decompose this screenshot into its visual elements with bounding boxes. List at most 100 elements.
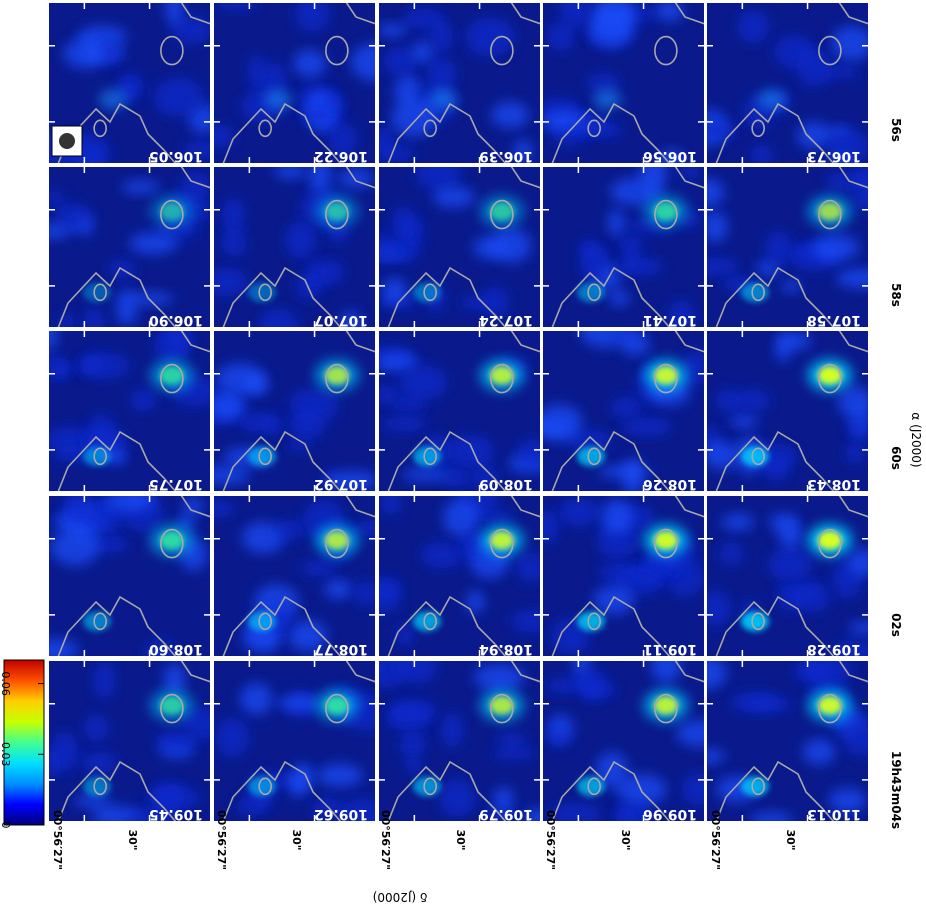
contour-overlay	[715, 330, 869, 492]
emission-patch	[715, 389, 742, 413]
x-tick-label: 19h43m04s	[889, 751, 903, 829]
emission-patch	[288, 412, 325, 440]
emission-patch	[797, 122, 832, 149]
contour-line	[510, 330, 541, 353]
contour-ring	[654, 199, 678, 230]
emission-patch	[832, 639, 869, 657]
channel-velocity-label: 109.62	[314, 806, 368, 822]
contour-ring	[818, 528, 842, 559]
colorbar: 0 0.03 0.06	[0, 659, 45, 829]
emission-patch	[183, 496, 203, 516]
contour-overlay	[222, 660, 376, 822]
x-tick-label: 60s	[889, 446, 903, 470]
emission-patch	[382, 277, 407, 305]
panel-border	[705, 165, 870, 329]
contour-ring	[423, 612, 437, 631]
contour-ring	[325, 693, 349, 724]
contour-line	[387, 266, 507, 328]
emission-patch	[411, 41, 434, 63]
emission-patch	[731, 691, 781, 713]
contour-line	[674, 330, 705, 353]
emission-patch	[213, 500, 235, 518]
emission-patch	[441, 468, 472, 487]
emission-patch	[153, 77, 204, 117]
contour-overlay	[387, 2, 541, 164]
emission-patch	[285, 221, 317, 259]
emission-patch	[474, 664, 525, 691]
channel-panel: 109.28	[705, 494, 870, 658]
tick-marks	[706, 166, 869, 328]
tick-marks	[213, 660, 376, 822]
source-core	[324, 531, 349, 550]
y-tick-label: 30"	[784, 829, 797, 850]
source-core	[653, 696, 678, 715]
contour-line	[715, 595, 835, 657]
channel-velocity-label: 109.28	[807, 641, 861, 657]
channel-panel: 108.43	[705, 329, 870, 493]
emission-patch	[439, 779, 476, 817]
emission-patch	[768, 547, 813, 583]
emission-patch	[655, 2, 684, 22]
emission-patch	[542, 420, 573, 435]
emission-patch	[651, 660, 682, 683]
emission-patch	[336, 799, 376, 822]
emission-patch	[378, 583, 401, 613]
colorbar-tick-label: 0	[0, 822, 12, 829]
contour-line	[715, 266, 835, 328]
contour-ring	[93, 612, 107, 631]
emission-patch	[794, 581, 830, 612]
emission-patch	[492, 745, 535, 760]
emission-patch	[482, 286, 509, 319]
contour-ring	[258, 612, 272, 631]
emission-patch	[215, 363, 265, 395]
contour-line	[222, 102, 342, 164]
tick-marks	[48, 330, 211, 492]
tick-marks	[542, 495, 705, 657]
tick-marks	[213, 2, 376, 164]
emission-patch	[430, 20, 453, 53]
emission-patch	[466, 590, 485, 614]
contour-overlay	[387, 660, 541, 822]
tick-marks	[48, 2, 211, 164]
channel-panel: 107.92	[212, 329, 377, 493]
source-core	[159, 696, 184, 715]
emission-patch	[549, 727, 569, 748]
emission-patch	[221, 227, 246, 257]
emission-patch	[338, 168, 374, 188]
emission-patch	[523, 808, 541, 822]
contour-line	[222, 595, 342, 657]
colorbar-tick-label: 0.03	[0, 742, 12, 767]
emission-patch	[391, 99, 437, 137]
emission-patch	[550, 803, 601, 822]
source-core	[817, 696, 842, 715]
channel-panel: 106.73	[705, 1, 870, 165]
contour-overlay	[387, 330, 541, 492]
emission-patch	[706, 441, 739, 470]
channel-velocity-label: 109.45	[149, 806, 203, 822]
source-core	[489, 696, 514, 715]
contour-line	[345, 2, 376, 25]
emission-patch	[48, 749, 61, 779]
y-tick-label: 00°56′27"	[544, 810, 557, 870]
x-tick-label: 02s	[889, 613, 903, 637]
emission-patch	[841, 717, 869, 756]
channel-grid: 106.05 106.22 106.39 106.56 106.73 106.90 107.…	[47, 1, 870, 823]
y-tick-label: 30"	[290, 829, 303, 850]
tick-marks	[542, 660, 705, 822]
channel-panel: 106.56	[541, 1, 706, 165]
emission-patch	[706, 119, 736, 141]
contour-line	[387, 430, 507, 492]
emission-patch	[121, 180, 160, 194]
emission-patch	[53, 203, 92, 229]
emission-patch	[238, 412, 273, 432]
y-tick-label: 00°56′27"	[215, 810, 228, 870]
contour-line	[387, 760, 507, 822]
colorbar-tick-label: 0.06	[0, 671, 12, 696]
contour-ring	[654, 363, 678, 394]
emission-patch	[259, 62, 288, 95]
emission-patch	[432, 186, 475, 208]
emission-patch	[84, 714, 108, 742]
panel-border	[47, 659, 212, 823]
contour-line	[345, 330, 376, 353]
channel-panel: 107.75	[47, 329, 212, 493]
